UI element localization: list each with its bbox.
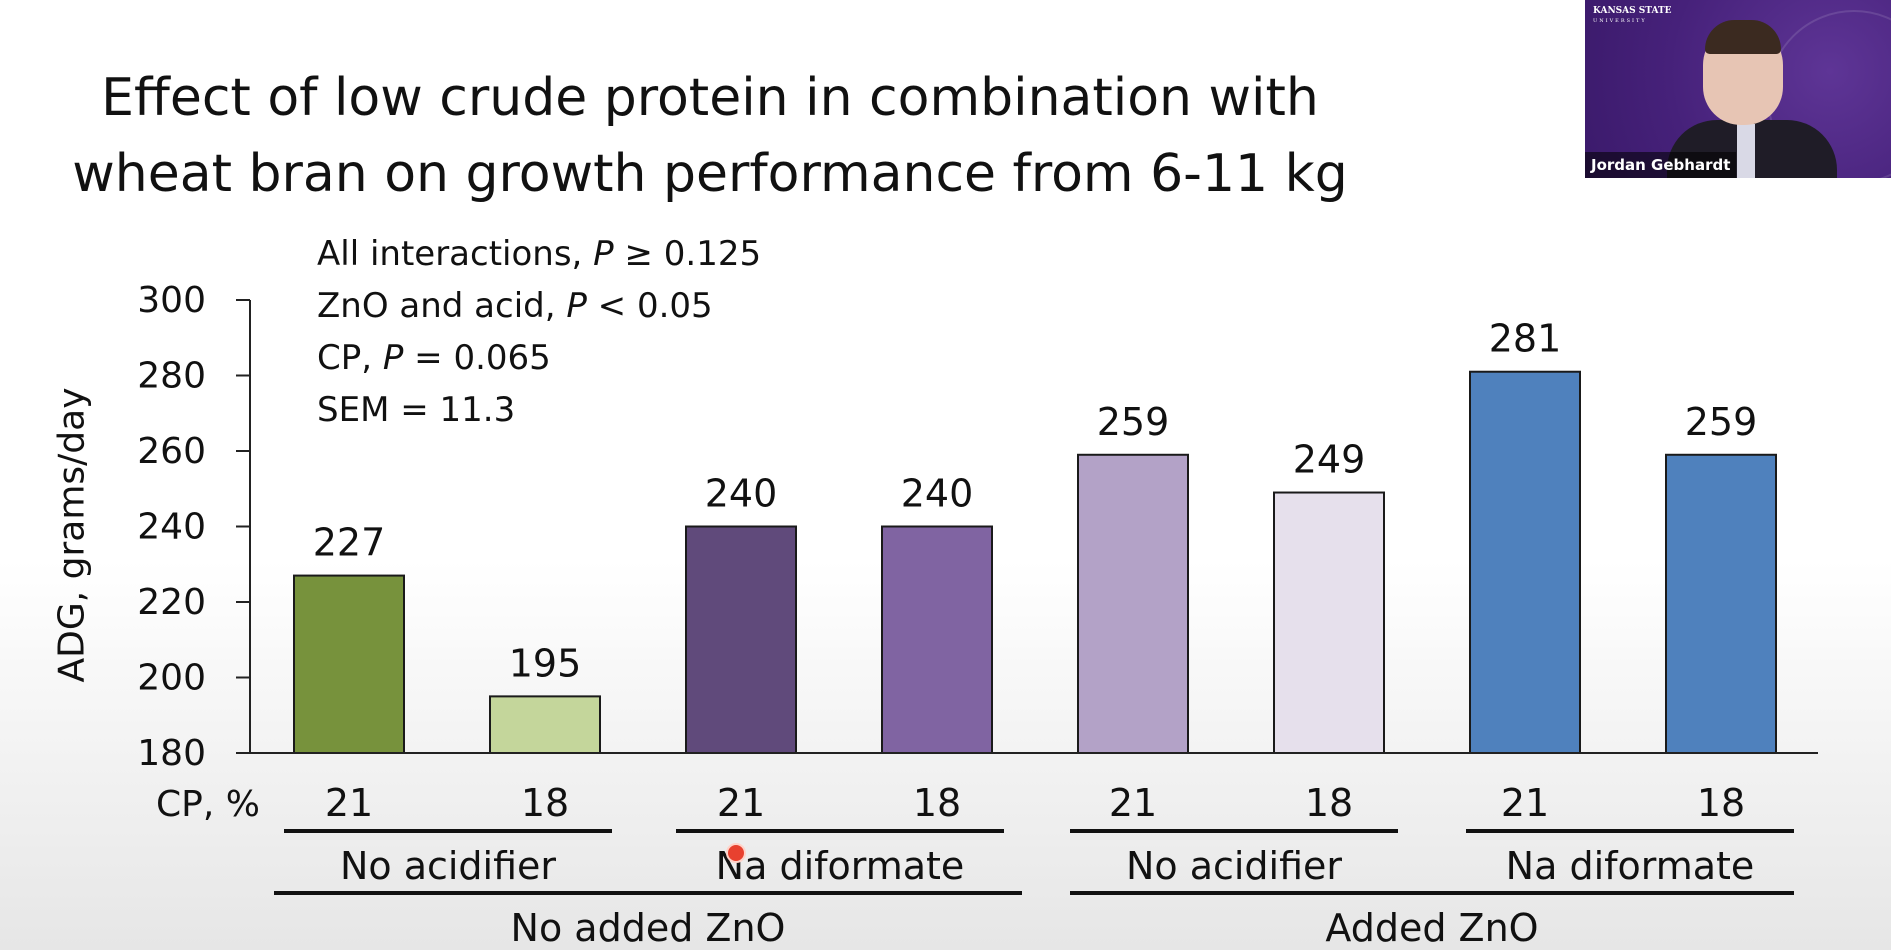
laser-pointer-dot [726, 843, 746, 863]
bar [1273, 491, 1385, 754]
bar-data-label: 281 [1489, 317, 1562, 361]
x-row-label-cp: CP, % [156, 784, 260, 825]
bar-data-label: 240 [705, 472, 778, 516]
stat-line-zno-acid: ZnO and acid, P < 0.05 [317, 286, 713, 326]
y-tick-label: 300 [137, 280, 206, 321]
bar [1469, 370, 1581, 754]
slide-title: Effect of low crude protein in combinati… [40, 60, 1380, 212]
presenter-name-tag: Jordan Gebhardt [1585, 152, 1737, 178]
bar [881, 525, 993, 754]
x-category-label: 21 [325, 781, 373, 825]
presenter-shirt [1737, 124, 1755, 178]
y-tick-label: 200 [137, 658, 206, 699]
bar [489, 695, 601, 754]
x-category-label: 18 [1305, 781, 1353, 825]
bar-data-label: 259 [1097, 400, 1170, 444]
slide-title-line-2: wheat bran on growth performance from 6-… [72, 144, 1348, 204]
x-category-label: 21 [717, 781, 765, 825]
stat-line-cp: CP, P = 0.065 [317, 338, 551, 378]
y-tick-label: 260 [137, 431, 206, 472]
y-tick-label: 180 [137, 733, 206, 774]
stat-line-interactions: All interactions, P ≥ 0.125 [317, 234, 762, 274]
group-label-zno: No added ZnO [511, 906, 786, 950]
bar-data-label: 227 [313, 521, 386, 565]
x-category-label: 18 [913, 781, 961, 825]
group-label-acidifier: No acidifier [340, 844, 556, 888]
y-tick-label: 220 [137, 582, 206, 623]
x-category-label: 21 [1109, 781, 1157, 825]
group-label-zno: Added ZnO [1325, 906, 1538, 950]
statistics-annotation: All interactions, P ≥ 0.125 ZnO and acid… [317, 228, 761, 436]
stat-line-sem: SEM = 11.3 [317, 390, 516, 430]
x-category-label: 21 [1501, 781, 1549, 825]
bar-data-label: 259 [1685, 400, 1758, 444]
group-label-acidifier: No acidifier [1126, 844, 1342, 888]
bar [1665, 453, 1777, 754]
group-label-acidifier: Na diformate [716, 844, 965, 888]
presenter-hair [1705, 20, 1781, 54]
group-label-acidifier: Na diformate [1506, 844, 1755, 888]
bar [293, 574, 405, 755]
x-category-label: 18 [1697, 781, 1745, 825]
bar-data-label: 249 [1293, 438, 1366, 482]
y-tick-label: 240 [137, 507, 206, 548]
y-tick-label: 280 [137, 356, 206, 397]
slide-title-line-1: Effect of low crude protein in combinati… [101, 68, 1319, 128]
bar-data-label: 195 [509, 641, 582, 685]
bar [685, 525, 797, 754]
bar-data-label: 240 [901, 472, 974, 516]
webcam-overlay: KANSAS STATE UNIVERSITY Jordan Gebhardt [1585, 0, 1891, 178]
university-logo: KANSAS STATE UNIVERSITY [1593, 6, 1672, 24]
x-category-label: 18 [521, 781, 569, 825]
bar [1077, 453, 1189, 754]
